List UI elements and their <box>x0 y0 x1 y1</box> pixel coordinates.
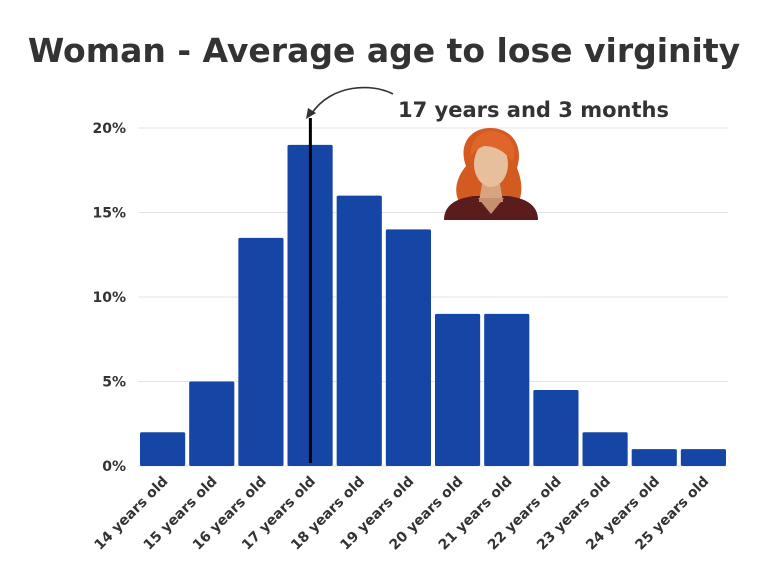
bar <box>582 432 628 466</box>
bar <box>484 313 530 466</box>
annotation-arrow <box>311 86 394 114</box>
bar <box>336 195 382 466</box>
bar <box>680 449 726 466</box>
grid-layer <box>138 127 728 467</box>
y-tick-label: 5% <box>102 375 126 391</box>
annotation-label: 17 years and 3 months <box>398 98 669 122</box>
chart-title: Woman - Average age to lose virginity <box>28 31 740 70</box>
bars-layer <box>140 144 726 466</box>
y-tick-label: 10% <box>92 290 126 306</box>
bar <box>435 313 481 466</box>
bar <box>238 237 284 466</box>
bar <box>533 389 579 466</box>
bar <box>631 449 677 466</box>
y-tick-label: 15% <box>92 206 126 222</box>
annotation: 17 years and 3 months <box>306 86 669 122</box>
y-tick-label: 20% <box>92 121 126 137</box>
bar <box>140 432 186 466</box>
annotation-arrowhead <box>306 108 316 119</box>
woman-avatar-icon <box>444 128 538 220</box>
y-tick-label: 0% <box>102 459 126 475</box>
bar <box>189 381 235 466</box>
y-axis: 0% 5% 10% 15% 20% <box>92 121 126 475</box>
bar <box>385 229 431 466</box>
